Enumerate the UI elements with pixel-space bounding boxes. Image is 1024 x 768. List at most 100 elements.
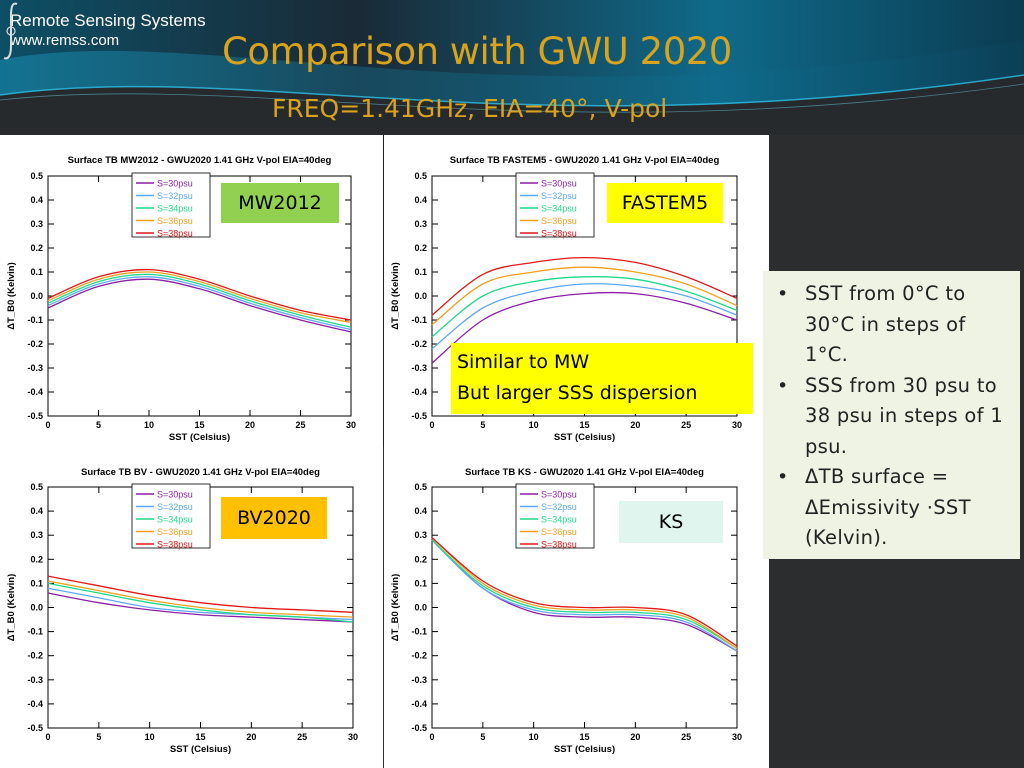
y-tick-label: -0.3: [411, 675, 427, 685]
y-tick-label: 0.4: [414, 506, 427, 516]
x-tick-label: 30: [732, 732, 742, 742]
x-axis-label: SST (Celsius): [554, 432, 615, 443]
model-label-bv2020: BV2020: [221, 497, 327, 539]
legend-label: S=38psu: [541, 540, 577, 550]
chart-mw2012: Surface TB MW2012 - GWU2020 1.41 GHz V-p…: [6, 155, 356, 443]
series-line: [431, 283, 738, 350]
y-tick-label: 0.5: [414, 171, 427, 181]
legend-label: S=34psu: [541, 204, 577, 214]
x-axis-label: SST (Celsius): [169, 432, 230, 443]
brand-name: Remote Sensing Systems: [10, 11, 206, 30]
y-tick-label: 0.4: [30, 506, 43, 516]
chart-bv2020: Surface TB BV - GWU2020 1.41 GHz V-pol E…: [6, 467, 358, 755]
series-line: [431, 291, 738, 364]
y-tick-label: -0.3: [27, 675, 43, 685]
x-tick-label: 15: [579, 420, 589, 430]
x-tick-label: 5: [96, 420, 101, 430]
series-line: [431, 539, 738, 652]
x-axis-label: SST (Celsius): [170, 744, 231, 755]
slide-title: Comparison with GWU 2020: [222, 30, 732, 73]
legend-label: S=34psu: [157, 515, 193, 525]
series-line: [431, 266, 738, 326]
series-line: [47, 582, 354, 623]
integral-logo-icon: [3, 2, 18, 60]
notes-box: SST from 0°C to 30°C in steps of 1°C. SS…: [763, 271, 1020, 559]
legend-label: S=38psu: [157, 229, 193, 239]
chart-title: Surface TB FASTEM5 - GWU2020 1.41 GHz V-…: [450, 155, 720, 166]
y-tick-label: -0.4: [411, 699, 427, 709]
y-tick-label: 0.3: [414, 219, 427, 229]
y-tick-label: 0.2: [30, 554, 43, 564]
series-line: [431, 256, 738, 316]
legend-label: S=32psu: [541, 191, 577, 201]
y-tick-label: 0.2: [414, 243, 427, 253]
y-axis-label: ΔT_B0 (Kelvin): [6, 262, 17, 330]
y-tick-label: 0.2: [30, 243, 43, 253]
x-tick-label: 30: [346, 420, 356, 430]
chart-panel-mw2012: Surface TB MW2012 - GWU2020 1.41 GHz V-p…: [0, 135, 383, 447]
y-tick-label: -0.5: [27, 723, 43, 733]
legend-label: S=32psu: [157, 191, 193, 201]
x-tick-label: 5: [480, 420, 485, 430]
callout-line-2: But larger SSS dispersion: [457, 382, 698, 404]
x-tick-label: 30: [732, 420, 742, 430]
x-tick-label: 20: [245, 420, 255, 430]
legend-label: S=30psu: [541, 490, 577, 500]
legend-label: S=36psu: [541, 216, 577, 226]
chart-title: Surface TB KS - GWU2020 1.41 GHz V-pol E…: [465, 467, 704, 478]
x-tick-label: 10: [529, 420, 539, 430]
x-tick-label: 25: [681, 420, 691, 430]
header-background: [0, 0, 1024, 135]
panel-divider: [383, 135, 384, 447]
legend-label: S=30psu: [157, 490, 193, 500]
x-tick-label: 15: [194, 420, 204, 430]
x-tick-label: 15: [579, 732, 589, 742]
series-line: [47, 575, 354, 613]
brand-url[interactable]: www.remss.com: [10, 32, 120, 49]
y-tick-label: -0.1: [411, 315, 427, 325]
x-tick-label: 25: [295, 420, 305, 430]
legend-label: S=32psu: [541, 502, 577, 512]
y-tick-label: 0.5: [30, 171, 43, 181]
y-tick-label: 0.2: [414, 554, 427, 564]
y-tick-label: 0.3: [30, 219, 43, 229]
notes-list: SST from 0°C to 30°C in steps of 1°C. SS…: [775, 279, 1008, 554]
y-tick-label: 0.0: [414, 603, 427, 613]
note-item: ΔTB surface = ΔEmissivity ·SST (Kelvin).: [775, 462, 1008, 554]
x-tick-label: 20: [630, 732, 640, 742]
y-tick-label: -0.1: [411, 627, 427, 637]
chart-title: Surface TB BV - GWU2020 1.41 GHz V-pol E…: [81, 467, 320, 478]
series-line: [47, 271, 352, 324]
x-tick-label: 25: [681, 732, 691, 742]
x-tick-label: 10: [145, 732, 155, 742]
chart-panel-ks: Surface TB KS - GWU2020 1.41 GHz V-pol E…: [384, 447, 769, 768]
model-label-fastem5: FASTEM5: [607, 183, 723, 223]
y-tick-label: -0.3: [27, 363, 43, 373]
series-line: [47, 592, 354, 623]
y-tick-label: 0.3: [414, 530, 427, 540]
x-tick-label: 25: [297, 732, 307, 742]
y-axis-label: ΔT_B0 (Kelvin): [6, 574, 17, 642]
y-tick-label: -0.1: [27, 627, 43, 637]
series-line: [47, 268, 352, 321]
y-tick-label: 0.3: [30, 530, 43, 540]
legend-label: S=34psu: [541, 515, 577, 525]
series-line: [431, 539, 738, 650]
x-tick-label: 0: [429, 732, 434, 742]
y-tick-label: -0.2: [27, 339, 43, 349]
y-tick-label: -0.3: [411, 363, 427, 373]
x-tick-label: 10: [144, 420, 154, 430]
legend-label: S=30psu: [157, 179, 193, 189]
y-tick-label: 0.4: [414, 195, 427, 205]
series-line: [47, 580, 354, 618]
note-item: SSS from 30 psu to 38 psu in steps of 1 …: [775, 371, 1008, 463]
y-tick-label: 0.1: [414, 267, 427, 277]
y-tick-label: -0.4: [411, 387, 427, 397]
series-line: [431, 537, 738, 647]
series-line: [47, 273, 352, 328]
y-tick-label: 0.1: [414, 578, 427, 588]
y-tick-label: -0.5: [411, 723, 427, 733]
y-tick-label: 0.5: [30, 482, 43, 492]
y-tick-label: -0.1: [27, 315, 43, 325]
series-line: [47, 278, 352, 333]
